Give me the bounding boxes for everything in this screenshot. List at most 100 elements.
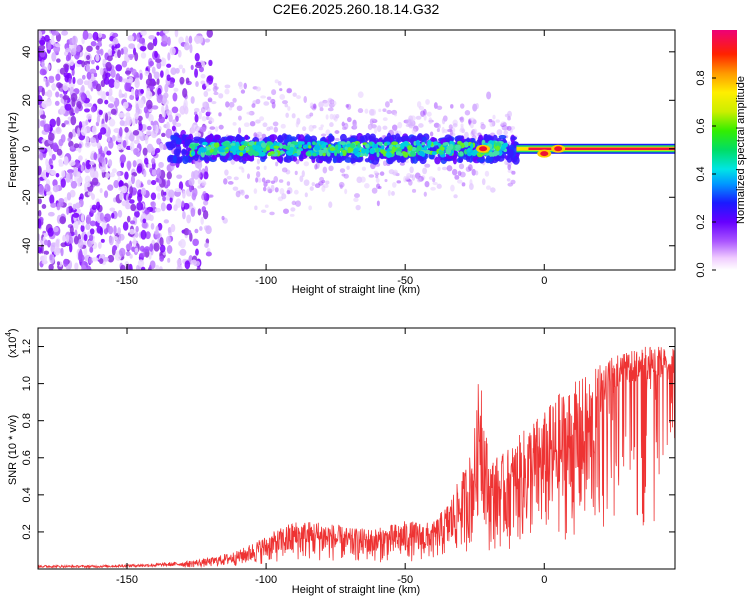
scatter-mark [303,179,310,187]
noise-mark [47,146,52,153]
noise-mark [150,222,155,230]
noise-mark [65,172,71,183]
scatter-mark [475,170,479,176]
snr-y-tick-label: 1.0 [21,376,33,391]
noise-mark [198,111,202,120]
snr-x-tick-label: -100 [255,574,277,586]
scatter-mark [318,126,323,131]
snr-y-tick-label: 1.2 [21,339,33,354]
carrier-mark [510,136,518,141]
scatter-mark [289,213,295,217]
scatter-mark [485,185,492,190]
noise-mark [86,45,93,52]
noise-mark [140,30,147,36]
noise-mark [50,84,57,89]
noise-mark [83,247,88,257]
carrier-mark [173,148,181,156]
scatter-mark [246,173,251,180]
noise-mark [38,218,42,229]
noise-mark [156,31,160,36]
noise-mark [134,247,139,253]
scatter-mark [311,182,316,187]
noise-mark [208,59,213,67]
noise-mark [97,98,104,105]
noise-mark [67,169,74,174]
noise-mark [49,194,55,205]
spectrogram-y-label: Frequency (Hz) [7,112,19,188]
noise-mark [117,227,121,236]
spectrogram-panel: -150 -100 -50 0 -40 -20 0 20 40 Height of straig… [7,29,676,296]
noise-mark [69,243,73,253]
noise-mark [71,48,77,56]
noise-mark [140,88,144,94]
scatter-mark [464,110,471,116]
carrier-core-mark [364,143,370,149]
carrier-core-mark [239,151,244,157]
noise-mark [129,220,136,225]
noise-mark [41,259,48,265]
scatter-mark [425,99,430,105]
noise-mark [63,258,69,268]
scatter-mark [489,121,494,128]
carrier-core-mark [200,151,205,158]
noise-mark [132,130,140,136]
noise-mark [169,196,173,203]
noise-mark [45,158,49,167]
scatter-mark [506,178,511,182]
noise-mark [76,44,81,53]
carrier-core-mark [341,149,347,157]
noise-mark [98,241,102,249]
carrier-core-mark [339,151,343,156]
noise-mark [49,254,53,261]
noise-mark [104,112,109,123]
scatter-mark [319,176,325,182]
noise-mark [156,167,162,178]
scatter-mark [453,194,458,199]
carrier-core-mark [230,147,237,151]
noise-mark [182,190,186,199]
noise-mark [99,67,104,76]
scatter-mark [243,122,250,128]
scatter-mark [355,204,361,211]
noise-mark [126,215,131,223]
scatter-mark [262,122,268,128]
noise-mark [77,238,84,249]
noise-mark [184,106,189,115]
carrier-core-mark [252,151,260,157]
scatter-mark [256,158,260,165]
scatter-mark [197,174,202,178]
scatter-mark [303,95,307,103]
carrier-core-mark [416,145,422,152]
noise-mark [96,49,103,55]
noise-mark [47,211,55,217]
noise-mark [111,134,116,142]
scatter-mark [198,168,202,175]
noise-mark [90,59,95,65]
noise-mark [92,125,97,135]
scatter-mark [267,186,271,193]
scatter-mark [416,176,422,183]
spectrogram-x-tick-label: -50 [397,275,413,287]
noise-mark [89,228,95,235]
noise-mark [41,204,47,209]
noise-mark [118,186,125,192]
scatter-mark [341,121,345,127]
scatter-mark [240,89,246,94]
noise-mark [55,172,60,178]
scatter-mark [287,106,291,111]
noise-mark [194,228,199,234]
noise-mark [194,52,200,62]
noise-mark [192,238,199,247]
scatter-mark [213,91,219,96]
noise-mark [159,255,165,262]
noise-mark [80,224,85,233]
noise-mark [111,168,117,174]
noise-mark [109,172,116,178]
noise-mark [196,266,201,270]
noise-mark [166,203,173,211]
carrier-core-mark [323,142,328,146]
noise-mark [193,35,201,43]
noise-mark [130,175,136,185]
noise-mark [68,77,72,84]
scatter-mark [446,165,453,172]
